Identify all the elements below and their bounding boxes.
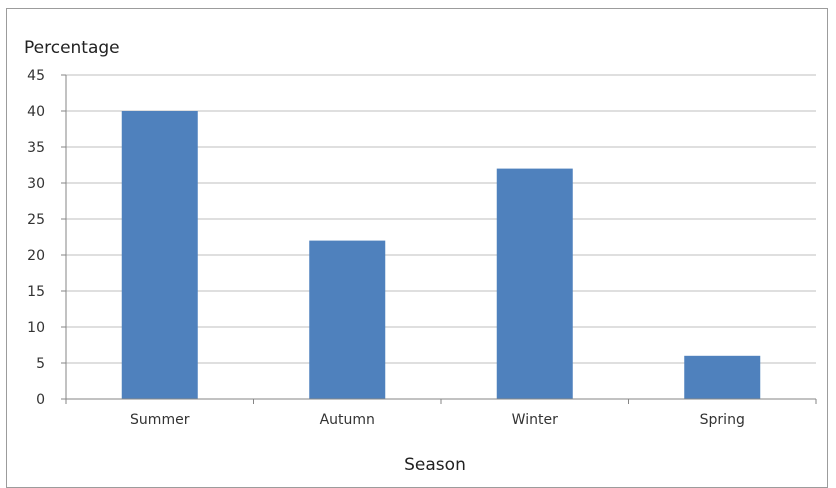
- bar-autumn: [309, 240, 386, 399]
- y-axis-title: Percentage: [24, 38, 120, 58]
- x-tick-labels: Summer Autumn Winter Spring: [130, 412, 745, 428]
- y-tick-label: 15: [27, 284, 45, 300]
- bar-spring: [684, 355, 761, 399]
- bar-winter: [496, 168, 573, 399]
- x-tick-label: Summer: [130, 412, 190, 428]
- x-tick-label: Spring: [700, 412, 745, 428]
- y-tick-label: 5: [36, 356, 45, 372]
- bar-summer: [121, 111, 198, 399]
- y-tick-label: 25: [27, 212, 45, 228]
- x-tick-label: Winter: [512, 412, 558, 428]
- y-tick-label: 30: [27, 176, 45, 192]
- x-tick-label: Autumn: [320, 412, 375, 428]
- y-tick-labels: 0 5 10 15 20 25 30 35 40 45: [27, 68, 45, 408]
- y-tick-label: 35: [27, 140, 45, 156]
- y-tick-label: 45: [27, 68, 45, 84]
- y-tick-label: 20: [27, 248, 45, 264]
- y-tick-label: 0: [36, 392, 45, 408]
- x-axis-title: Season: [404, 455, 466, 475]
- y-tick-label: 10: [27, 320, 45, 336]
- bar-chart: 0 5 10 15 20 25 30 35 40 45 Summer Autumn Winter Spr…: [24, 38, 817, 475]
- y-tick-label: 40: [27, 104, 45, 120]
- bars: [121, 111, 761, 399]
- axes: [61, 74, 817, 404]
